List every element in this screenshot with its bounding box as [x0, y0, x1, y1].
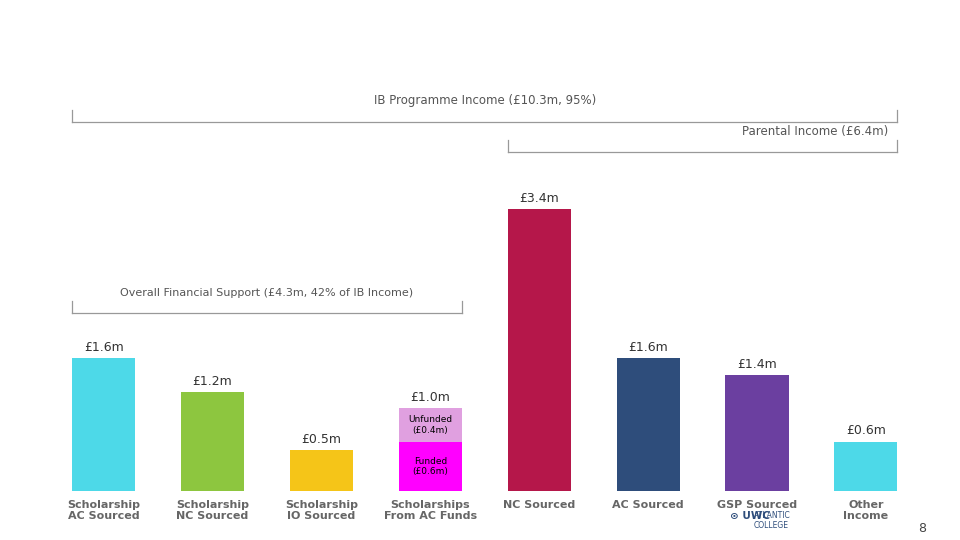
Bar	[181, 392, 244, 491]
Text: £0.5m: £0.5m	[301, 433, 342, 446]
Text: Funded
(£0.6m): Funded (£0.6m)	[413, 457, 448, 476]
Text: £1.2m: £1.2m	[193, 375, 232, 388]
Bar	[508, 209, 571, 491]
Bar	[834, 442, 898, 491]
Bar	[72, 359, 135, 491]
Text: £1.6m: £1.6m	[84, 341, 124, 354]
Text: £1.6m: £1.6m	[628, 341, 668, 354]
Bar	[726, 375, 788, 491]
Bar	[398, 408, 462, 442]
Bar	[398, 442, 462, 491]
Text: 2019/2020 Budgeted Income of £10.9 million: 2019/2020 Budgeted Income of £10.9 milli…	[17, 30, 755, 58]
Bar	[290, 450, 353, 491]
Text: IB Programme Income (£10.3m, 95%): IB Programme Income (£10.3m, 95%)	[373, 94, 596, 107]
Text: £3.4m: £3.4m	[519, 192, 559, 205]
Text: Unfunded
(£0.4m): Unfunded (£0.4m)	[408, 415, 452, 435]
Bar	[616, 359, 680, 491]
Text: Overall Financial Support (£4.3m, 42% of IB Income): Overall Financial Support (£4.3m, 42% of…	[121, 288, 414, 298]
Text: Parental Income (£6.4m): Parental Income (£6.4m)	[741, 125, 888, 138]
Text: £1.0m: £1.0m	[411, 391, 450, 404]
Text: ⊙ UWC: ⊙ UWC	[730, 511, 770, 521]
Text: £1.4m: £1.4m	[737, 358, 777, 371]
Text: £0.6m: £0.6m	[846, 424, 886, 437]
Text: 8: 8	[919, 522, 926, 535]
Text: ATLANTIC
COLLEGE: ATLANTIC COLLEGE	[754, 511, 790, 530]
